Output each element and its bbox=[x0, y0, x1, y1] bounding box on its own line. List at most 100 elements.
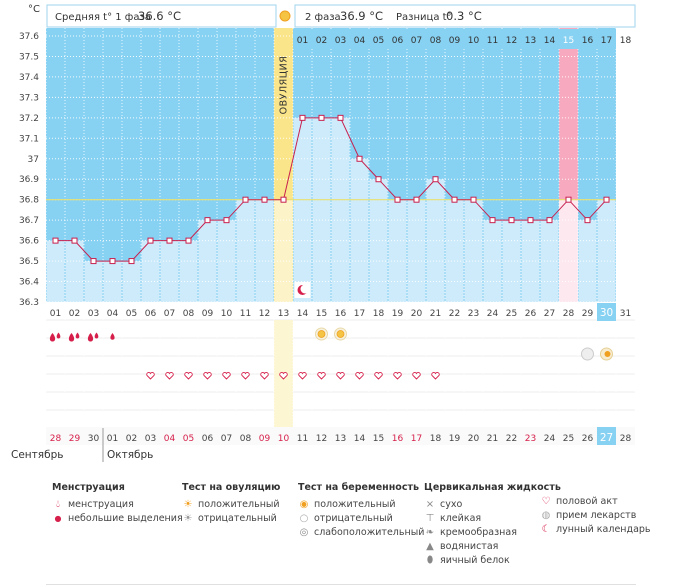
cycle-day-label: 31 bbox=[620, 309, 631, 319]
moon-icon: ☾ bbox=[541, 524, 551, 535]
post-ovulation-day-label: 07 bbox=[411, 36, 422, 46]
temperature-point bbox=[337, 114, 344, 121]
intercourse-heart-icon bbox=[241, 372, 250, 380]
calendar-date-label: 14 bbox=[354, 434, 366, 444]
watery-icon: ▲ bbox=[426, 541, 434, 552]
calendar-date-label: 25 bbox=[563, 434, 574, 444]
post-ovulation-day-label: 05 bbox=[373, 36, 384, 46]
calendar-date-label: 10 bbox=[278, 434, 290, 444]
post-ovulation-day-label: 03 bbox=[335, 36, 346, 46]
legend-item: ⊤ клейкая bbox=[425, 513, 482, 524]
post-ovulation-day-label: 12 bbox=[506, 36, 517, 46]
cycle-day-label: 23 bbox=[468, 309, 479, 319]
post-ovulation-header bbox=[293, 29, 616, 49]
legend-other: ♡ половой акт ◍ прием лекарств ☾ лунный кал… bbox=[540, 482, 651, 537]
menstruation-icon bbox=[49, 333, 56, 342]
temperature-point bbox=[546, 217, 553, 224]
calendar-date-label: 17 bbox=[411, 434, 422, 444]
temperature-point bbox=[489, 217, 496, 224]
intercourse-heart-icon bbox=[393, 372, 402, 380]
temperature-bar bbox=[65, 240, 84, 302]
temperature-point bbox=[280, 196, 287, 203]
post-ovulation-day-label: 01 bbox=[297, 36, 308, 46]
temperature-point bbox=[242, 196, 249, 203]
test-negative-icon: ○ bbox=[299, 513, 309, 524]
sun-icon bbox=[279, 10, 291, 22]
menstruation-icon bbox=[56, 332, 61, 339]
calendar-date-label: 21 bbox=[487, 434, 498, 444]
calendar-date-label: 08 bbox=[240, 434, 252, 444]
intercourse-heart-icon bbox=[165, 372, 174, 380]
cycle-day-label: 29 bbox=[582, 309, 594, 319]
sun-small-icon bbox=[604, 351, 611, 357]
temperature-bar bbox=[597, 199, 616, 302]
calendar-date-label: 09 bbox=[259, 434, 271, 444]
legend-item: 💧︎ менструация bbox=[52, 498, 183, 512]
calendar-date-label: 16 bbox=[392, 434, 404, 444]
cycle-day-label: 04 bbox=[107, 309, 119, 319]
temperature-point bbox=[166, 237, 173, 244]
legend-item: ▲ водянистая bbox=[424, 540, 561, 554]
today-cycle-marker bbox=[597, 303, 616, 321]
calendar-date-label: 22 bbox=[506, 434, 517, 444]
post-ovulation-day-label: 06 bbox=[392, 36, 404, 46]
calendar-date-label: 26 bbox=[582, 434, 594, 444]
post-ovulation-day-label: 17 bbox=[601, 36, 612, 46]
cycle-day-label: 18 bbox=[373, 309, 385, 319]
post-ovulation-day-label: 16 bbox=[582, 36, 594, 46]
calendar-date-label: 13 bbox=[335, 434, 346, 444]
calendar-date-label: 19 bbox=[449, 434, 461, 444]
temperature-bar bbox=[84, 261, 103, 302]
legend-item: ☀ отрицательный bbox=[183, 513, 277, 524]
intercourse-heart-icon bbox=[260, 372, 269, 380]
cycle-day-label: 07 bbox=[164, 309, 175, 319]
intercourse-heart-icon bbox=[336, 372, 345, 380]
cycle-day-label: 12 bbox=[259, 309, 270, 319]
calendar-date-label: 30 bbox=[88, 434, 100, 444]
pill-icon: ◍ bbox=[541, 510, 551, 521]
sun-positive-icon: ☀ bbox=[183, 499, 193, 510]
legend-menstruation: Менструация 💧︎ менструация ● небольшие выд… bbox=[52, 482, 183, 526]
temperature-bar bbox=[521, 220, 540, 302]
bbt-chart: Средняя t° 1 фаза 36.6 °C 2 фаза 36.9 °C… bbox=[11, 4, 636, 462]
calendar-date-label: 28 bbox=[50, 434, 62, 444]
month-prev-label: Сентябрь bbox=[11, 449, 63, 461]
y-tick-label: 36.3 bbox=[19, 298, 39, 308]
phase2-label: 2 фаза bbox=[305, 12, 341, 23]
diff-label: Разница t° bbox=[396, 12, 452, 23]
highlight-temp-bar bbox=[559, 199, 578, 302]
diff-value: 0.3 °C bbox=[446, 9, 482, 23]
cycle-day-label: 01 bbox=[50, 309, 61, 319]
temperature-bar bbox=[578, 220, 597, 302]
temperature-bar bbox=[122, 261, 141, 302]
y-tick-label: 36.9 bbox=[19, 175, 39, 185]
post-ovulation-day-label: 08 bbox=[430, 36, 442, 46]
calendar-date-label: 05 bbox=[183, 434, 194, 444]
temperature-point bbox=[584, 217, 591, 224]
temperature-bar bbox=[236, 199, 255, 302]
drop-light-icon: ● bbox=[54, 514, 62, 523]
legend-title: Менструация bbox=[52, 482, 125, 493]
post-ovulation-day-label: 13 bbox=[525, 36, 536, 46]
dry-icon: × bbox=[425, 499, 435, 510]
phase1-label: Средняя t° 1 фаза bbox=[55, 12, 151, 23]
legend-item: ◉ положительный bbox=[299, 499, 396, 510]
sun-negative-icon: ☀ bbox=[183, 513, 193, 524]
legend-item: ◍ прием лекарств bbox=[541, 510, 637, 521]
post-ovulation-day-label: 04 bbox=[354, 36, 366, 46]
y-tick-label: 37.2 bbox=[19, 114, 39, 124]
ovulation-label: ОВУЛЯЦИЯ bbox=[279, 56, 290, 115]
temperature-point bbox=[71, 237, 78, 244]
temperature-point bbox=[375, 176, 382, 183]
temperature-point bbox=[52, 237, 59, 244]
temperature-point bbox=[470, 196, 477, 203]
highlight-column bbox=[559, 28, 578, 200]
temperature-point bbox=[128, 258, 135, 265]
cycle-day-label: 19 bbox=[392, 309, 404, 319]
cycle-day-label: 25 bbox=[506, 309, 517, 319]
test-positive-icon: ◉ bbox=[299, 499, 309, 510]
temperature-point bbox=[394, 196, 401, 203]
legend-pregnancy-test: Тест на беременность ◉ положительный ○ отр… bbox=[298, 482, 424, 540]
temperature-bar bbox=[483, 220, 502, 302]
temperature-bar bbox=[388, 199, 407, 302]
